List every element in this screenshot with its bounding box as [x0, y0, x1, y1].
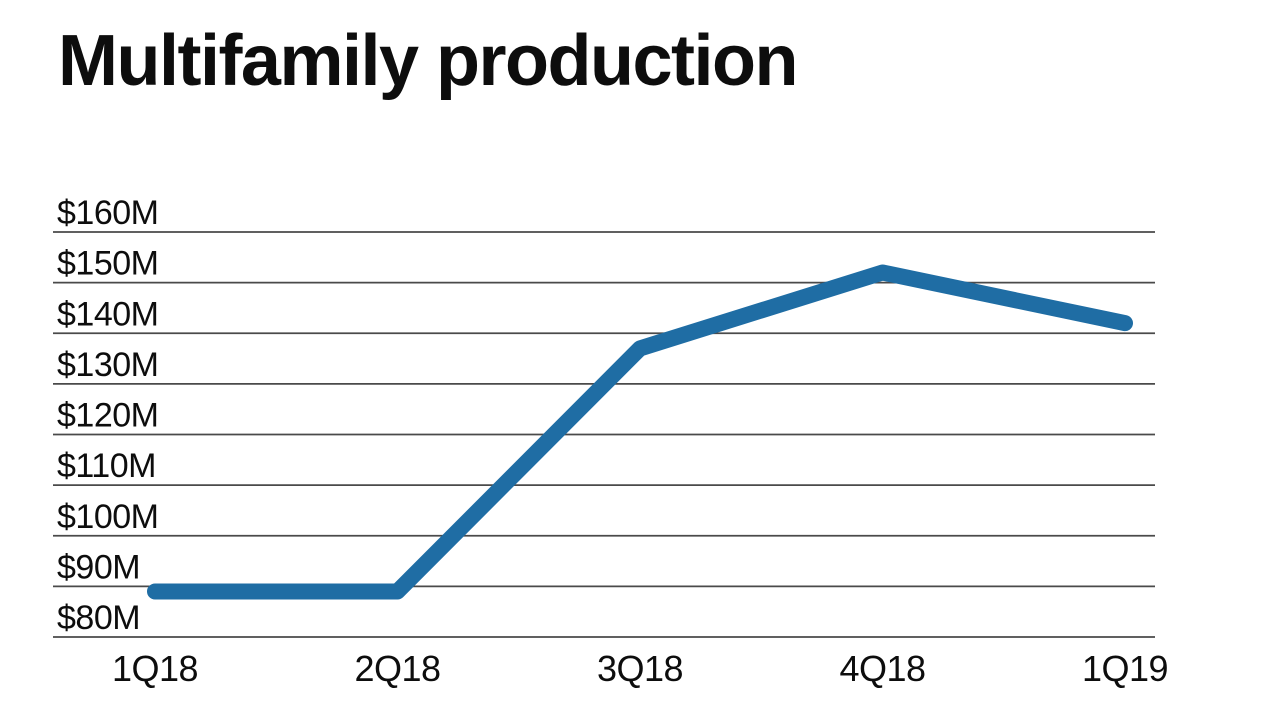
series-line-multifamily-production: [147, 264, 1133, 600]
chart-title: Multifamily production: [58, 21, 798, 101]
y-axis-label: $100M: [57, 498, 158, 536]
y-axis-label: $120M: [57, 397, 158, 435]
x-axis-label: 2Q18: [354, 648, 440, 689]
y-axis-label: $130M: [57, 346, 158, 384]
y-axis-label: $150M: [57, 245, 158, 283]
x-axis-label: 1Q19: [1082, 648, 1168, 689]
y-axis-label: $140M: [57, 295, 158, 333]
y-axis-label: $80M: [57, 599, 140, 637]
y-axis-label: $90M: [57, 548, 140, 586]
y-axis-label: $110M: [57, 447, 156, 485]
x-axis-label: 1Q18: [112, 648, 198, 689]
x-axis-label: 3Q18: [597, 648, 683, 689]
x-axis-label: 4Q18: [839, 648, 925, 689]
y-axis-label: $160M: [57, 194, 158, 232]
